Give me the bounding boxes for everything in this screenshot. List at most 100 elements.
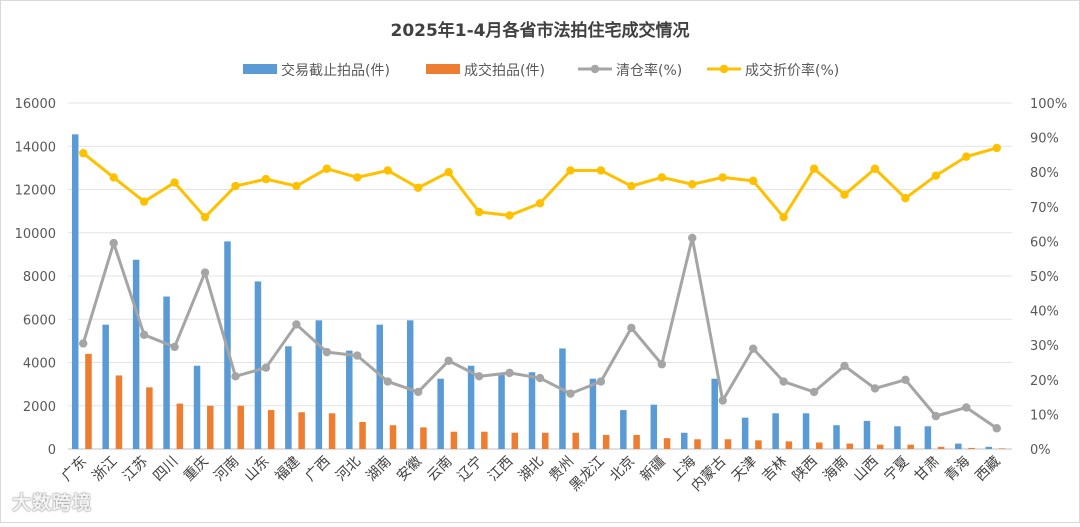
point-discount-rate <box>657 173 667 182</box>
point-clearance-rate <box>353 351 362 360</box>
bar-listed <box>924 426 932 449</box>
point-clearance-rate <box>474 372 484 381</box>
bar-listed <box>620 410 627 449</box>
point-discount-rate <box>779 212 788 222</box>
point-clearance-rate <box>657 360 667 369</box>
point-discount-rate <box>627 181 636 191</box>
point-clearance-rate <box>231 372 240 381</box>
bar-listed <box>193 365 201 449</box>
bar-sold <box>115 375 123 449</box>
point-discount-rate <box>261 174 271 184</box>
right-tick-label: 10% <box>1030 408 1059 423</box>
bar-listed <box>285 346 292 449</box>
right-tick-label: 70% <box>1030 201 1059 216</box>
bar-listed <box>955 443 962 449</box>
point-clearance-rate <box>962 403 971 412</box>
bar-listed <box>802 413 810 449</box>
bar-listed <box>498 373 505 449</box>
point-discount-rate <box>901 193 910 203</box>
bar-listed <box>437 378 444 449</box>
left-tick-label: 2000 <box>23 400 56 415</box>
point-discount-rate <box>170 178 179 187</box>
left-tick-label: 10000 <box>15 227 56 242</box>
bar-listed <box>741 417 749 449</box>
bar-listed <box>894 426 901 449</box>
point-clearance-rate <box>444 356 453 365</box>
left-tick-label: 16000 <box>15 97 56 112</box>
point-clearance-rate <box>931 411 941 421</box>
point-discount-rate <box>292 181 301 191</box>
left-tick-label: 4000 <box>23 357 56 372</box>
point-discount-rate <box>231 181 240 191</box>
bar-sold <box>450 431 458 449</box>
point-discount-rate <box>413 183 423 192</box>
bar-sold <box>633 434 640 449</box>
bar-listed <box>863 420 871 449</box>
bar-sold <box>785 441 793 449</box>
legend-swatch-marker <box>719 64 729 74</box>
bar-sold <box>602 434 610 449</box>
bar-listed <box>102 324 109 449</box>
bar-listed <box>772 413 779 449</box>
point-clearance-rate <box>718 396 727 405</box>
point-clearance-rate <box>596 377 606 386</box>
bar-listed <box>346 350 353 449</box>
left-tick-label: 12000 <box>15 184 56 199</box>
right-tick-label: 0% <box>1030 443 1051 458</box>
left-tick-label: 6000 <box>23 313 56 328</box>
bar-listed <box>71 134 79 449</box>
bar-sold <box>389 425 397 449</box>
bar-sold <box>663 438 671 449</box>
bar-sold <box>968 447 975 449</box>
point-clearance-rate <box>109 238 118 248</box>
point-discount-rate <box>840 190 849 199</box>
bar-sold <box>542 432 549 449</box>
point-discount-rate <box>200 212 210 222</box>
legend: 交易截止拍品(件) 成交拍品(件) 清仓率(%) 成交折价率(%) <box>243 62 839 79</box>
legend-swatch-marker <box>590 64 600 74</box>
point-clearance-rate <box>261 363 271 372</box>
bar-listed <box>833 425 840 449</box>
chart-title: 2025年1-4月各省市法拍住宅成交情况 <box>390 20 689 41</box>
left-axis-ticks: 0 2000 4000 6000 8000 10000 12000 14000 16000 <box>15 97 56 458</box>
point-clearance-rate <box>413 387 423 397</box>
point-discount-rate <box>139 197 149 206</box>
bar-sold <box>816 442 823 449</box>
bar-sold <box>755 440 762 449</box>
right-axis-ticks: 0% 10% 20% 30% 40% 50% 60% 70% 80% 90% 100% <box>1030 97 1067 458</box>
point-discount-rate <box>809 164 819 173</box>
bar-sold <box>724 439 732 449</box>
point-discount-rate <box>474 207 484 217</box>
point-clearance-rate <box>535 373 545 383</box>
point-clearance-rate <box>505 368 514 378</box>
point-discount-rate <box>505 211 514 220</box>
bar-sold <box>511 432 519 449</box>
point-discount-rate <box>718 173 727 182</box>
point-discount-rate <box>79 148 88 158</box>
bar-sold <box>176 403 184 449</box>
legend-swatch <box>426 64 460 74</box>
bar-sold <box>298 412 305 449</box>
point-clearance-rate <box>688 233 697 243</box>
right-tick-label: 60% <box>1030 235 1059 250</box>
point-clearance-rate <box>139 330 149 340</box>
legend-label: 清仓率(%) <box>616 62 682 79</box>
bar-listed <box>406 320 414 449</box>
bar-sold <box>267 410 275 449</box>
point-clearance-rate <box>748 344 758 353</box>
bar-listed <box>559 348 566 449</box>
bar-sold <box>694 439 701 449</box>
point-discount-rate <box>688 180 697 189</box>
right-tick-label: 50% <box>1030 270 1059 285</box>
point-clearance-rate <box>627 323 636 333</box>
bar-listed <box>254 281 262 449</box>
right-tick-label: 80% <box>1030 166 1059 181</box>
point-clearance-rate <box>566 389 575 398</box>
point-clearance-rate <box>170 342 179 352</box>
bar-sold <box>846 443 854 449</box>
point-clearance-rate <box>992 424 1001 433</box>
legend-label: 成交拍品(件) <box>464 62 545 79</box>
bar-listed <box>650 404 658 449</box>
point-clearance-rate <box>292 320 301 329</box>
point-discount-rate <box>962 152 971 161</box>
